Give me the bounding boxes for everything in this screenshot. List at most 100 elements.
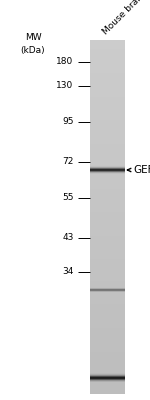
Bar [90, 172, 124, 174]
Bar [90, 231, 124, 234]
Bar [90, 354, 124, 356]
Bar [90, 139, 124, 142]
Bar [90, 302, 124, 304]
Bar [90, 122, 124, 125]
Bar [90, 339, 124, 342]
Bar [90, 198, 124, 200]
Bar [90, 250, 124, 252]
Bar [90, 165, 124, 168]
Bar [90, 226, 124, 229]
Bar [90, 372, 124, 375]
Bar [90, 356, 124, 358]
Bar [90, 70, 124, 73]
Bar [90, 292, 124, 295]
Bar [90, 188, 124, 191]
Bar [90, 219, 124, 222]
Bar [90, 58, 124, 61]
Bar [90, 266, 124, 269]
Bar [90, 141, 124, 144]
Bar [90, 365, 124, 368]
Bar [90, 87, 124, 90]
Bar [90, 66, 124, 68]
Bar [90, 193, 124, 196]
Bar [90, 391, 124, 394]
Bar [90, 169, 124, 172]
Bar [90, 245, 124, 248]
Bar [90, 382, 124, 384]
Bar [90, 214, 124, 217]
Text: 34: 34 [62, 268, 74, 276]
Bar [90, 318, 124, 321]
Text: 43: 43 [62, 234, 74, 242]
Bar [90, 42, 124, 45]
Bar [90, 294, 124, 297]
Bar [90, 92, 124, 94]
Bar [90, 94, 124, 97]
Bar [90, 268, 124, 271]
Bar [90, 96, 124, 99]
Bar [90, 118, 124, 120]
Bar [90, 155, 124, 158]
Bar [90, 380, 124, 382]
Bar [90, 136, 124, 139]
Bar [90, 320, 124, 323]
Bar [90, 297, 124, 300]
Bar [90, 89, 124, 92]
Bar [90, 276, 124, 278]
Bar [90, 252, 124, 255]
Bar [90, 323, 124, 326]
Bar [90, 337, 124, 340]
Bar [90, 158, 124, 160]
Bar [90, 332, 124, 335]
Bar [90, 200, 124, 203]
Bar [90, 351, 124, 354]
Bar [90, 344, 124, 347]
Bar [90, 153, 124, 156]
Bar [90, 290, 124, 292]
Bar [90, 82, 124, 85]
Bar [90, 358, 124, 361]
Bar [90, 349, 124, 352]
Bar [90, 257, 124, 260]
Bar [90, 224, 124, 226]
Bar [90, 304, 124, 307]
Bar [90, 44, 124, 47]
Bar [90, 186, 124, 189]
Bar [90, 54, 124, 56]
Bar [90, 328, 124, 330]
Text: GEFT: GEFT [134, 165, 150, 175]
Bar [90, 61, 124, 64]
Bar [90, 98, 124, 101]
Bar [90, 262, 124, 264]
Bar [90, 247, 124, 250]
Bar [90, 377, 124, 380]
Bar [90, 108, 124, 111]
Bar [90, 287, 124, 290]
Bar [90, 233, 124, 236]
Bar [90, 124, 124, 127]
Bar [90, 73, 124, 75]
Bar [90, 110, 124, 113]
Bar [90, 389, 124, 392]
Bar [90, 127, 124, 130]
Bar [90, 148, 124, 151]
Bar [90, 120, 124, 122]
Bar [90, 386, 124, 389]
Bar [90, 283, 124, 286]
Bar [90, 75, 124, 78]
Bar [90, 146, 124, 148]
Bar [90, 285, 124, 288]
Bar [90, 144, 124, 146]
Bar [90, 259, 124, 262]
Bar [90, 278, 124, 281]
Bar [90, 80, 124, 82]
Bar [90, 221, 124, 224]
Bar [90, 212, 124, 215]
Bar [90, 179, 124, 182]
Text: 72: 72 [62, 158, 74, 166]
Text: 130: 130 [56, 82, 74, 90]
Bar [90, 84, 124, 87]
Bar [90, 174, 124, 177]
Bar [90, 49, 124, 52]
Bar [90, 254, 124, 257]
